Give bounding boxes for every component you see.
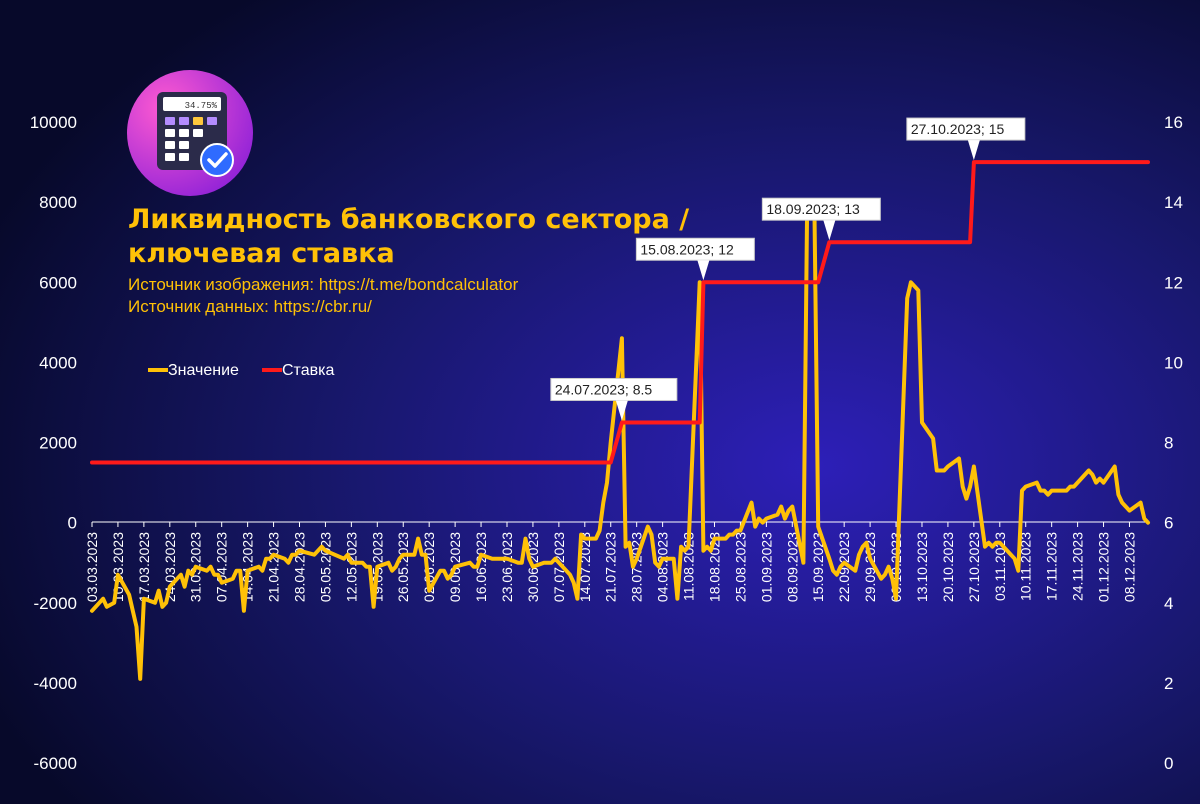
series-line-rate — [90, 160, 1150, 465]
right-axis-tick-label: 14 — [1164, 193, 1183, 212]
x-axis-tick-label: 27.10.2023 — [966, 532, 982, 602]
legend-label-liquidity: Значение — [168, 362, 239, 379]
annotation-label: 27.10.2023; 15 — [911, 121, 1005, 137]
left-axis-tick-label: 0 — [68, 514, 77, 533]
annotation-label: 18.09.2023; 13 — [766, 201, 860, 217]
left-axis-tick-label: -2000 — [34, 594, 77, 613]
left-axis-tick-label: 10000 — [30, 113, 77, 132]
legend: Значение Ставка — [148, 362, 334, 379]
series-line-liquidity — [90, 208, 1150, 681]
x-axis-tick-label: 13.10.2023 — [914, 532, 930, 602]
x-axis-tick-label: 22.09.2023 — [836, 532, 852, 602]
calculator-display — [163, 97, 221, 111]
logo: 34.75% — [127, 70, 253, 196]
source-image-text: Источник изображения: https://t.me/bondc… — [128, 275, 519, 294]
x-axis-tick-label: 25.08.2023 — [732, 532, 748, 602]
rate-annotation: 15.08.2023; 12 — [635, 237, 755, 281]
rate-annotation: 24.07.2023; 8.5 — [550, 377, 678, 421]
x-axis-tick-label: 17.03.2023 — [136, 532, 152, 602]
right-axis-tick-label: 0 — [1164, 754, 1173, 773]
x-axis-tick-label: 20.10.2023 — [940, 532, 956, 602]
x-axis-tick-label: 21.04.2023 — [266, 532, 282, 602]
annotation-pointer — [967, 140, 980, 161]
right-axis-tick-label: 16 — [1164, 113, 1183, 132]
left-axis-tick-label: -4000 — [34, 674, 77, 693]
right-axis-tick-label: 4 — [1164, 594, 1173, 613]
rate-annotation: 18.09.2023; 13 — [761, 197, 881, 241]
right-axis-tick-label: 2 — [1164, 674, 1173, 693]
annotation-box — [906, 117, 1026, 141]
legend-label-rate: Ставка — [282, 362, 334, 379]
right-axis-tick-label: 6 — [1164, 514, 1173, 533]
annotation-box — [635, 237, 755, 261]
x-axis-tick-label: 01.09.2023 — [758, 532, 774, 602]
calculator-icon — [165, 117, 217, 161]
annotation-label: 24.07.2023; 8.5 — [555, 381, 653, 397]
source-data-text: Источник данных: https://cbr.ru/ — [128, 297, 372, 316]
check-mark-icon — [207, 152, 228, 168]
x-axis-tick-label: 04.08.2023 — [655, 532, 671, 602]
x-axis-tick-label: 01.12.2023 — [1096, 532, 1112, 602]
x-axis-tick-label: 10.03.2023 — [110, 532, 126, 602]
left-axis-tick-label: -6000 — [34, 754, 77, 773]
right-axis-tick-label: 12 — [1164, 273, 1183, 292]
x-axis-tick-label: 08.12.2023 — [1121, 532, 1137, 602]
x-axis-tick-label: 15.09.2023 — [810, 532, 826, 602]
x-axis-tick-label: 07.07.2023 — [551, 532, 567, 602]
chart-title-line1: Ликвидность банковского сектора / — [128, 204, 689, 235]
x-axis-tick-label: 17.11.2023 — [1044, 532, 1060, 601]
chart-title-line2: ключевая ставка — [128, 238, 395, 269]
right-axis-tick-label: 10 — [1164, 353, 1183, 372]
right-axis-tick-label: 8 — [1164, 434, 1173, 453]
annotation-box — [761, 197, 881, 221]
x-axis-tick-label: 08.09.2023 — [784, 532, 800, 602]
annotation-pointer — [615, 400, 628, 421]
left-axis-tick-label: 8000 — [39, 193, 77, 212]
x-axis-tick-label: 16.06.2023 — [473, 532, 489, 602]
left-axis-tick-label: 4000 — [39, 353, 77, 372]
x-axis-tick-label: 24.11.2023 — [1070, 532, 1086, 601]
annotation-pointer — [823, 220, 836, 241]
x-axis-tick-label: 03.03.2023 — [84, 532, 100, 602]
x-axis-tick-label: 28.04.2023 — [291, 532, 307, 602]
annotation-label: 15.08.2023; 12 — [640, 241, 734, 257]
x-axis-tick-label: 12.05.2023 — [343, 532, 359, 602]
x-axis-tick-label: 07.04.2023 — [214, 532, 230, 602]
check-badge-icon — [200, 143, 234, 177]
x-axis-tick-label: 10.11.2023 — [1018, 532, 1034, 601]
rate-annotation: 27.10.2023; 15 — [906, 117, 1026, 161]
left-axis-tick-label: 6000 — [39, 273, 77, 292]
annotation-box — [550, 377, 678, 401]
annotation-pointer — [697, 260, 710, 281]
left-axis-tick-label: 2000 — [39, 434, 77, 453]
x-axis-tick-label: 14.04.2023 — [240, 532, 256, 602]
x-axis-tick-label: 23.06.2023 — [499, 532, 515, 602]
x-axis-tick-label: 21.07.2023 — [603, 532, 619, 602]
x-axis-tick-label: 26.05.2023 — [395, 532, 411, 602]
x-axis-tick-label: 05.05.2023 — [317, 532, 333, 602]
calculator-display-text: 34.75% — [185, 101, 218, 111]
